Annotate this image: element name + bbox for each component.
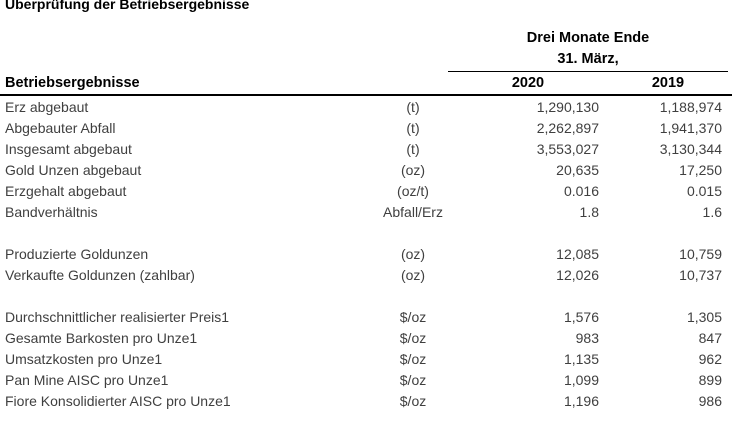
row-value-2020: 0.016 xyxy=(563,183,599,199)
row-value-2019: 1.6 xyxy=(702,204,722,220)
row-label: Bandverhältnis xyxy=(5,204,98,220)
table-row: Insgesamt abgebaut (t) 3,553,027 3,130,3… xyxy=(0,139,732,160)
row-label: Fiore Konsolidierter AISC pro Unze1 xyxy=(5,393,231,409)
column-header-2019: 2019 xyxy=(651,75,685,91)
row-label: Abgebauter Abfall xyxy=(5,120,116,136)
row-value-2019: 962 xyxy=(698,351,722,367)
table-row: Erz abgebaut (t) 1,290,130 1,188,974 xyxy=(0,97,732,118)
table-body: Erz abgebaut (t) 1,290,130 1,188,974 Abg… xyxy=(0,97,732,412)
row-value-2019: 1,188,974 xyxy=(659,99,722,115)
row-value-2019: 1,941,370 xyxy=(659,120,722,136)
row-value-2020: 1,099 xyxy=(563,372,599,388)
period-header-line2: 31. März, xyxy=(557,51,619,67)
row-label: Umsatzkosten pro Unze1 xyxy=(5,351,163,367)
row-unit: $/oz xyxy=(399,330,427,346)
row-value-2020: 983 xyxy=(575,330,599,346)
row-unit: (oz) xyxy=(400,267,426,283)
period-underline xyxy=(448,71,728,72)
row-unit: $/oz xyxy=(399,351,427,367)
table-row: Umsatzkosten pro Unze1 $/oz 1,135 962 xyxy=(0,349,732,370)
row-unit: (t) xyxy=(406,99,420,115)
row-value-2019: 899 xyxy=(698,372,722,388)
row-unit: (oz) xyxy=(400,162,426,178)
row-value-2020: 20,635 xyxy=(556,162,599,178)
row-unit: (oz/t) xyxy=(397,183,429,199)
spacer-row xyxy=(0,286,732,307)
row-value-2020: 1,290,130 xyxy=(536,99,599,115)
row-value-2020: 12,085 xyxy=(556,246,599,262)
row-label: Pan Mine AISC pro Unze1 xyxy=(5,372,169,388)
row-value-2020: 12,026 xyxy=(556,267,599,283)
table-row: Pan Mine AISC pro Unze1 $/oz 1,099 899 xyxy=(0,370,732,391)
period-header-line1: Drei Monate Ende xyxy=(526,30,650,46)
table-row: Durchschnittlicher realisierter Preis1 $… xyxy=(0,307,732,328)
row-value-2020: 1,135 xyxy=(563,351,599,367)
row-unit: $/oz xyxy=(399,393,427,409)
table-group-header: Betriebsergebnisse xyxy=(5,75,140,91)
row-value-2019: 10,759 xyxy=(679,246,722,262)
table-row: Verkaufte Goldunzen (zahlbar) (oz) 12,02… xyxy=(0,265,732,286)
row-unit: $/oz xyxy=(399,309,427,325)
table-row: Produzierte Goldunzen (oz) 12,085 10,759 xyxy=(0,244,732,265)
row-value-2019: 0.015 xyxy=(686,183,722,199)
row-value-2020: 1.8 xyxy=(579,204,599,220)
row-value-2020: 3,553,027 xyxy=(536,141,599,157)
row-label: Insgesamt abgebaut xyxy=(5,141,132,157)
row-unit: $/oz xyxy=(399,372,427,388)
table-row: Bandverhältnis Abfall/Erz 1.8 1.6 xyxy=(0,202,732,223)
row-label: Verkaufte Goldunzen (zahlbar) xyxy=(5,267,195,283)
table-row: Erzgehalt abgebaut (oz/t) 0.016 0.015 xyxy=(0,181,732,202)
row-unit: (oz) xyxy=(400,246,426,262)
header-underline xyxy=(0,94,732,96)
row-value-2019: 10,737 xyxy=(679,267,722,283)
row-label: Erzgehalt abgebaut xyxy=(5,183,127,199)
table-row: Abgebauter Abfall (t) 2,262,897 1,941,37… xyxy=(0,118,732,139)
row-value-2019: 17,250 xyxy=(679,162,722,178)
row-value-2019: 847 xyxy=(698,330,722,346)
table-row: Gold Unzen abgebaut (oz) 20,635 17,250 xyxy=(0,160,732,181)
row-label: Erz abgebaut xyxy=(5,99,89,115)
table-row: Gesamte Barkosten pro Unze1 $/oz 983 847 xyxy=(0,328,732,349)
page-title: Überprüfung der Betriebsergebnisse xyxy=(5,0,250,12)
row-label: Durchschnittlicher realisierter Preis1 xyxy=(5,309,230,325)
row-label: Gold Unzen abgebaut xyxy=(5,162,142,178)
row-value-2020: 1,576 xyxy=(563,309,599,325)
row-label: Gesamte Barkosten pro Unze1 xyxy=(5,330,198,346)
row-unit: (t) xyxy=(406,141,420,157)
spacer-row xyxy=(0,223,732,244)
table-row: Fiore Konsolidierter AISC pro Unze1 $/oz… xyxy=(0,391,732,412)
row-value-2019: 3,130,344 xyxy=(659,141,722,157)
row-unit: (t) xyxy=(406,120,420,136)
row-unit: Abfall/Erz xyxy=(383,204,443,220)
row-value-2020: 2,262,897 xyxy=(536,120,599,136)
row-value-2019: 1,305 xyxy=(686,309,722,325)
row-value-2020: 1,196 xyxy=(563,393,599,409)
column-header-2020: 2020 xyxy=(511,75,545,91)
row-label: Produzierte Goldunzen xyxy=(5,246,149,262)
row-value-2019: 986 xyxy=(698,393,722,409)
